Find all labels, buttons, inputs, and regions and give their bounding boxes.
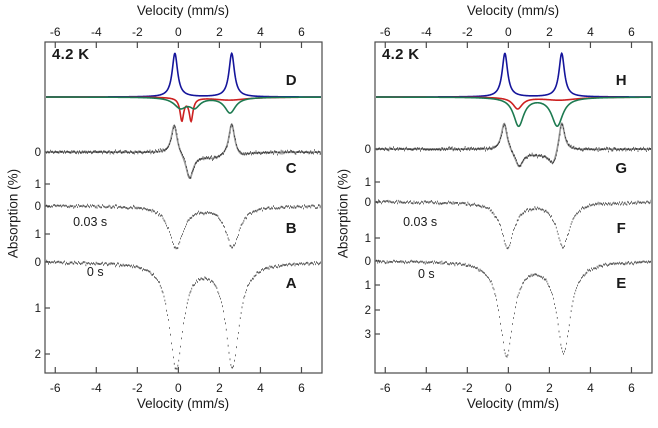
data-points-C (46, 123, 321, 179)
data-points-E (376, 259, 651, 358)
x-tick-label-bottom: -6 (50, 381, 61, 395)
y-tick-label: 0 (365, 144, 371, 156)
x-tick-label-bottom: -4 (421, 381, 432, 395)
spectrum-label-G: G (615, 160, 627, 177)
x-tick-label-bottom: 0 (175, 381, 182, 395)
x-tick-label-bottom: -6 (380, 381, 391, 395)
x-tick-label-top: -6 (380, 25, 391, 39)
x-tick-label-top: 2 (216, 25, 223, 39)
bottom-x-axis-title-left: Velocity (mm/s) (136, 396, 230, 411)
data-points-F (376, 199, 651, 250)
spectrum-label-A: A (286, 275, 297, 292)
top-x-axis-title-left: Velocity (mm/s) (136, 3, 230, 18)
x-tick-label-top: 0 (505, 25, 512, 39)
y-tick-label: 2 (35, 349, 41, 361)
spectrum-label-F: F (617, 220, 626, 237)
fit-curve-doublet-fit (376, 96, 651, 128)
y-tick-label: 3 (365, 329, 371, 341)
x-tick-label-top: -2 (132, 25, 143, 39)
y-tick-label: 1 (35, 303, 41, 315)
y-tick-label: 1 (35, 229, 41, 241)
x-tick-label-top: 6 (298, 25, 305, 39)
y-axis-title-right: Absorption (%) (335, 168, 351, 259)
x-tick-label-top: 2 (546, 25, 553, 39)
x-tick-label-bottom: 6 (298, 381, 305, 395)
y-tick-label: 0 (365, 256, 371, 268)
y-tick-label: 1 (35, 179, 41, 191)
y-tick-label: 0 (35, 201, 41, 213)
data-points-A (46, 259, 321, 370)
time-label-E: 0 s (418, 267, 435, 281)
x-tick-label-bottom: 0 (505, 381, 512, 395)
x-tick-label-bottom: 6 (628, 381, 635, 395)
temperature-label-left: 4.2 K (52, 46, 90, 63)
temperature-label-right: 4.2 K (382, 46, 420, 63)
top-x-axis-title-right: Velocity (mm/s) (466, 3, 560, 18)
x-tick-label-top: 6 (628, 25, 635, 39)
plot-frame (44, 41, 323, 374)
y-tick-label: 0 (35, 147, 41, 159)
x-tick-label-top: -4 (421, 25, 432, 39)
time-label-F: 0.03 s (403, 215, 437, 229)
x-tick-label-top: 4 (257, 25, 264, 39)
x-tick-label-top: 4 (587, 25, 594, 39)
fit-curve-C (46, 122, 321, 180)
x-tick-label-bottom: 2 (546, 381, 553, 395)
plot-frame (374, 41, 653, 374)
x-tick-label-top: -4 (91, 25, 102, 39)
x-tick-label-top: -6 (50, 25, 61, 39)
y-tick-label: 1 (365, 177, 371, 189)
spectrum-label-B: B (286, 220, 297, 237)
y-tick-label: 0 (365, 197, 371, 209)
x-tick-label-top: 0 (175, 25, 182, 39)
x-tick-label-top: -2 (462, 25, 473, 39)
y-tick-label: 1 (365, 233, 371, 245)
x-tick-label-bottom: -2 (132, 381, 143, 395)
spectrum-label-D: D (286, 72, 297, 89)
fit-curve-shallow-singlet-fit (376, 96, 651, 110)
y-tick-label: 1 (365, 280, 371, 292)
time-label-A: 0 s (87, 265, 104, 279)
y-tick-label: 2 (365, 305, 371, 317)
spectrum-label-C: C (286, 160, 297, 177)
y-axis-title-left: Absorption (%) (5, 168, 21, 259)
spectrum-label-E: E (616, 275, 626, 292)
time-label-B: 0.03 s (73, 215, 107, 229)
data-points-G (376, 123, 651, 168)
x-tick-label-bottom: -4 (91, 381, 102, 395)
x-tick-label-bottom: 4 (587, 381, 594, 395)
fit-curve-broad-doublet-fit (46, 96, 321, 114)
spectrum-label-H: H (616, 72, 627, 89)
fit-curve-G (376, 122, 651, 167)
x-tick-label-bottom: -2 (462, 381, 473, 395)
x-tick-label-bottom: 4 (257, 381, 264, 395)
x-tick-label-bottom: 2 (216, 381, 223, 395)
fit-curve-narrow-doublet-fit (46, 96, 321, 124)
y-tick-label: 0 (35, 257, 41, 269)
bottom-x-axis-title-right: Velocity (mm/s) (466, 396, 560, 411)
data-points-B (46, 203, 321, 250)
